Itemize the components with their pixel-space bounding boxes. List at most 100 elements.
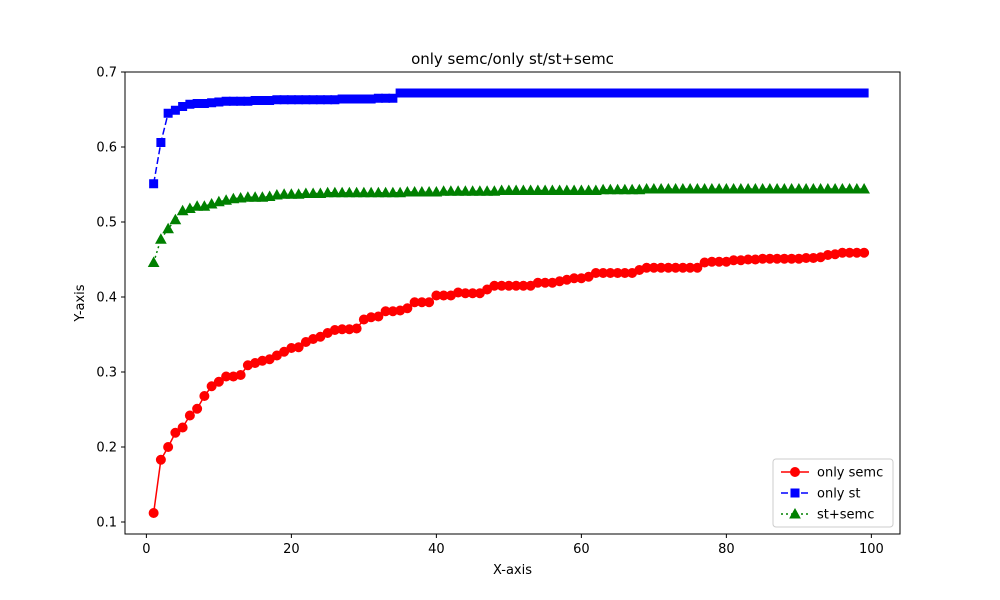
data-point-st-semc <box>677 182 689 194</box>
data-point-st-semc <box>517 184 530 195</box>
data-point-st-semc <box>423 185 435 197</box>
data-point-st-semc <box>452 185 464 196</box>
legend-entry-only-semc: only semc <box>781 466 883 481</box>
data-point-st-semc <box>814 182 827 194</box>
axes-frame <box>124 71 901 535</box>
data-point-only-st <box>388 93 398 103</box>
data-point-st-semc <box>474 185 486 196</box>
data-point-st-semc <box>437 185 450 196</box>
data-point-only-semc <box>402 303 413 314</box>
data-point-only-semc <box>170 427 181 438</box>
data-point-st-semc <box>481 185 493 196</box>
data-point-st-semc <box>408 185 421 197</box>
data-point-st-semc <box>365 186 377 198</box>
data-point-st-semc <box>300 187 312 198</box>
data-point-st-semc <box>314 187 327 198</box>
data-point-only-semc <box>155 454 166 465</box>
data-point-st-semc <box>285 188 298 199</box>
data-point-st-semc <box>684 182 696 194</box>
legend-label-only-st: only st <box>817 487 861 502</box>
data-point-st-semc <box>793 182 805 194</box>
data-point-st-semc <box>336 186 348 198</box>
data-point-st-semc <box>626 183 638 195</box>
data-point-st-semc <box>539 184 551 195</box>
data-point-st-semc <box>836 182 849 194</box>
y-tick-label: 0.1 <box>96 516 117 531</box>
data-point-st-semc <box>162 222 174 234</box>
data-point-only-semc <box>424 297 435 308</box>
data-point-st-semc <box>379 186 392 198</box>
data-point-st-semc <box>387 186 399 198</box>
data-point-only-semc <box>148 508 159 518</box>
data-point-st-semc <box>640 182 653 194</box>
data-point-only-semc <box>177 422 188 433</box>
data-point-st-semc <box>416 185 428 197</box>
data-point-st-semc <box>488 185 501 196</box>
data-point-st-semc <box>655 182 667 194</box>
data-point-st-semc <box>459 185 472 196</box>
x-tick-label: 20 <box>283 542 300 557</box>
data-point-st-semc <box>466 185 479 196</box>
data-point-st-semc <box>720 182 733 194</box>
data-point-st-semc <box>698 182 711 194</box>
data-point-st-semc <box>749 182 762 194</box>
data-point-st-semc <box>764 182 776 194</box>
data-point-st-semc <box>597 183 609 195</box>
data-point-st-semc <box>249 191 261 202</box>
data-point-st-semc <box>242 191 254 202</box>
data-point-st-semc <box>568 184 580 195</box>
data-point-st-semc <box>662 182 675 194</box>
data-point-only-semc <box>192 403 203 414</box>
data-point-st-semc <box>147 256 160 267</box>
data-point-st-semc <box>771 182 783 194</box>
data-point-st-semc <box>669 182 682 194</box>
data-point-st-semc <box>155 233 167 244</box>
data-point-only-semc <box>692 262 703 273</box>
data-point-st-semc <box>278 188 290 199</box>
series-only-semc <box>148 247 870 518</box>
data-point-st-semc <box>778 182 791 194</box>
axes: 0 20 40 60 80 100 0.1 0.2 0.3 0.4 0.5 0.6 0.7 <box>96 66 901 557</box>
data-point-st-semc <box>307 187 319 198</box>
data-point-st-semc <box>430 185 443 197</box>
data-point-only-semc <box>235 370 246 380</box>
x-tick-label: 60 <box>573 542 590 557</box>
data-point-only-semc <box>206 381 217 392</box>
data-point-st-semc <box>843 182 856 194</box>
data-point-st-semc <box>350 186 363 198</box>
data-point-st-semc <box>590 184 602 195</box>
data-point-only-semc <box>199 391 210 401</box>
data-point-st-semc <box>234 191 247 203</box>
data-point-st-semc <box>713 182 725 194</box>
data-point-only-st <box>156 138 166 147</box>
legend-entry-only-st: only st <box>781 487 861 502</box>
data-point-st-semc <box>604 183 617 195</box>
x-axis-label: X-axis <box>493 563 532 578</box>
data-point-st-semc <box>756 182 769 194</box>
y-tick-label: 0.4 <box>96 291 117 306</box>
x-tick-label: 0 <box>142 542 150 557</box>
data-point-only-semc <box>163 442 174 452</box>
data-point-only-semc <box>351 323 362 334</box>
data-point-st-semc <box>785 182 798 194</box>
data-point-st-semc <box>575 184 588 195</box>
chart-title: only semc/only st/st+semc <box>411 50 614 68</box>
data-point-st-semc <box>445 185 457 196</box>
data-point-st-semc <box>329 186 341 198</box>
data-point-st-semc <box>227 192 240 204</box>
legend-label-st-semc: st+semc <box>817 508 874 523</box>
y-tick-label: 0.7 <box>96 66 117 81</box>
data-point-st-semc <box>611 183 624 195</box>
data-point-st-semc <box>691 182 704 194</box>
y-tick-label: 0.2 <box>96 441 117 456</box>
legend-box <box>772 458 894 528</box>
legend: only semc only st st+semc <box>772 458 894 528</box>
data-point-st-semc <box>800 182 812 194</box>
y-tick-label: 0.5 <box>96 216 117 231</box>
legend-marker-st-semc <box>789 507 801 519</box>
legend-entry-st-semc: st+semc <box>781 508 874 523</box>
data-point-only-semc <box>293 342 304 353</box>
data-point-st-semc <box>169 213 182 225</box>
data-point-st-semc <box>372 186 385 198</box>
